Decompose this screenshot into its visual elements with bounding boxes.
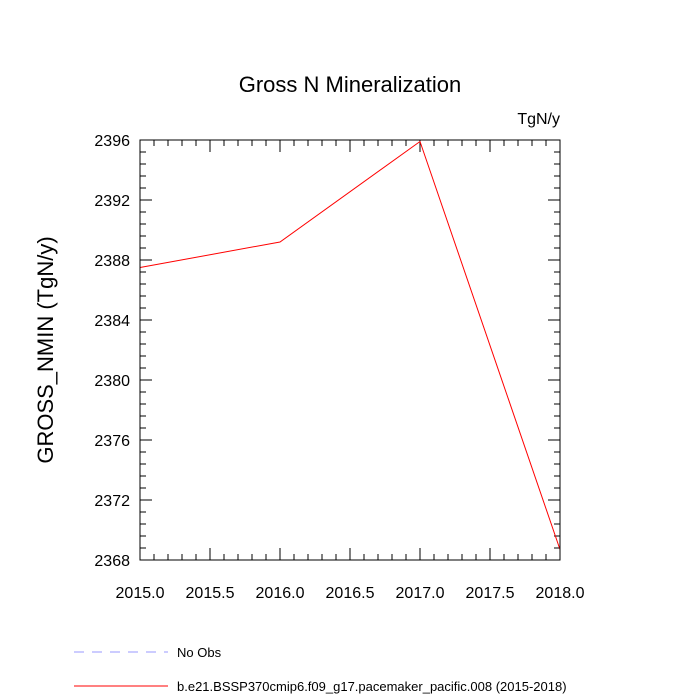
y-tick-label: 2392 (94, 193, 130, 210)
units-label: TgN/y (517, 111, 560, 128)
x-tick-label: 2015.5 (186, 585, 235, 602)
y-tick-label: 2384 (94, 313, 130, 330)
data-point (420, 141, 421, 142)
y-tick-label: 2388 (94, 253, 130, 270)
x-tick-label: 2017.0 (396, 585, 445, 602)
y-axis-label: GROSS_NMIN (TgN/y) (33, 236, 58, 463)
x-tick-label: 2018.0 (536, 585, 585, 602)
y-tick-label: 2376 (94, 433, 130, 450)
plot-frame (139, 139, 561, 561)
chart-title: Gross N Mineralization (239, 72, 462, 97)
y-tick-label: 2368 (94, 553, 130, 570)
y-tick-label: 2396 (94, 133, 130, 150)
series-layer (139, 140, 561, 550)
legend-label: b.e21.BSSP370cmip6.f09_g17.pacemaker_pac… (177, 679, 567, 694)
y-tick-label: 2372 (94, 493, 130, 510)
legend-label: No Obs (177, 645, 222, 660)
series-line (139, 140, 561, 550)
axis-ticks: 2015.0 2015.5 2016.0 2016.5 2017.0 2017.5 2018… (94, 133, 584, 602)
x-tick-label: 2016.5 (326, 585, 375, 602)
x-tick-label: 2017.5 (466, 585, 515, 602)
y-tick-label: 2380 (94, 373, 130, 390)
data-point (280, 242, 281, 243)
x-tick-label: 2015.0 (116, 585, 165, 602)
legend: No Obs b.e21.BSSP370cmip6.f09_g17.pacemak… (74, 645, 567, 694)
x-tick-label: 2016.0 (256, 585, 305, 602)
